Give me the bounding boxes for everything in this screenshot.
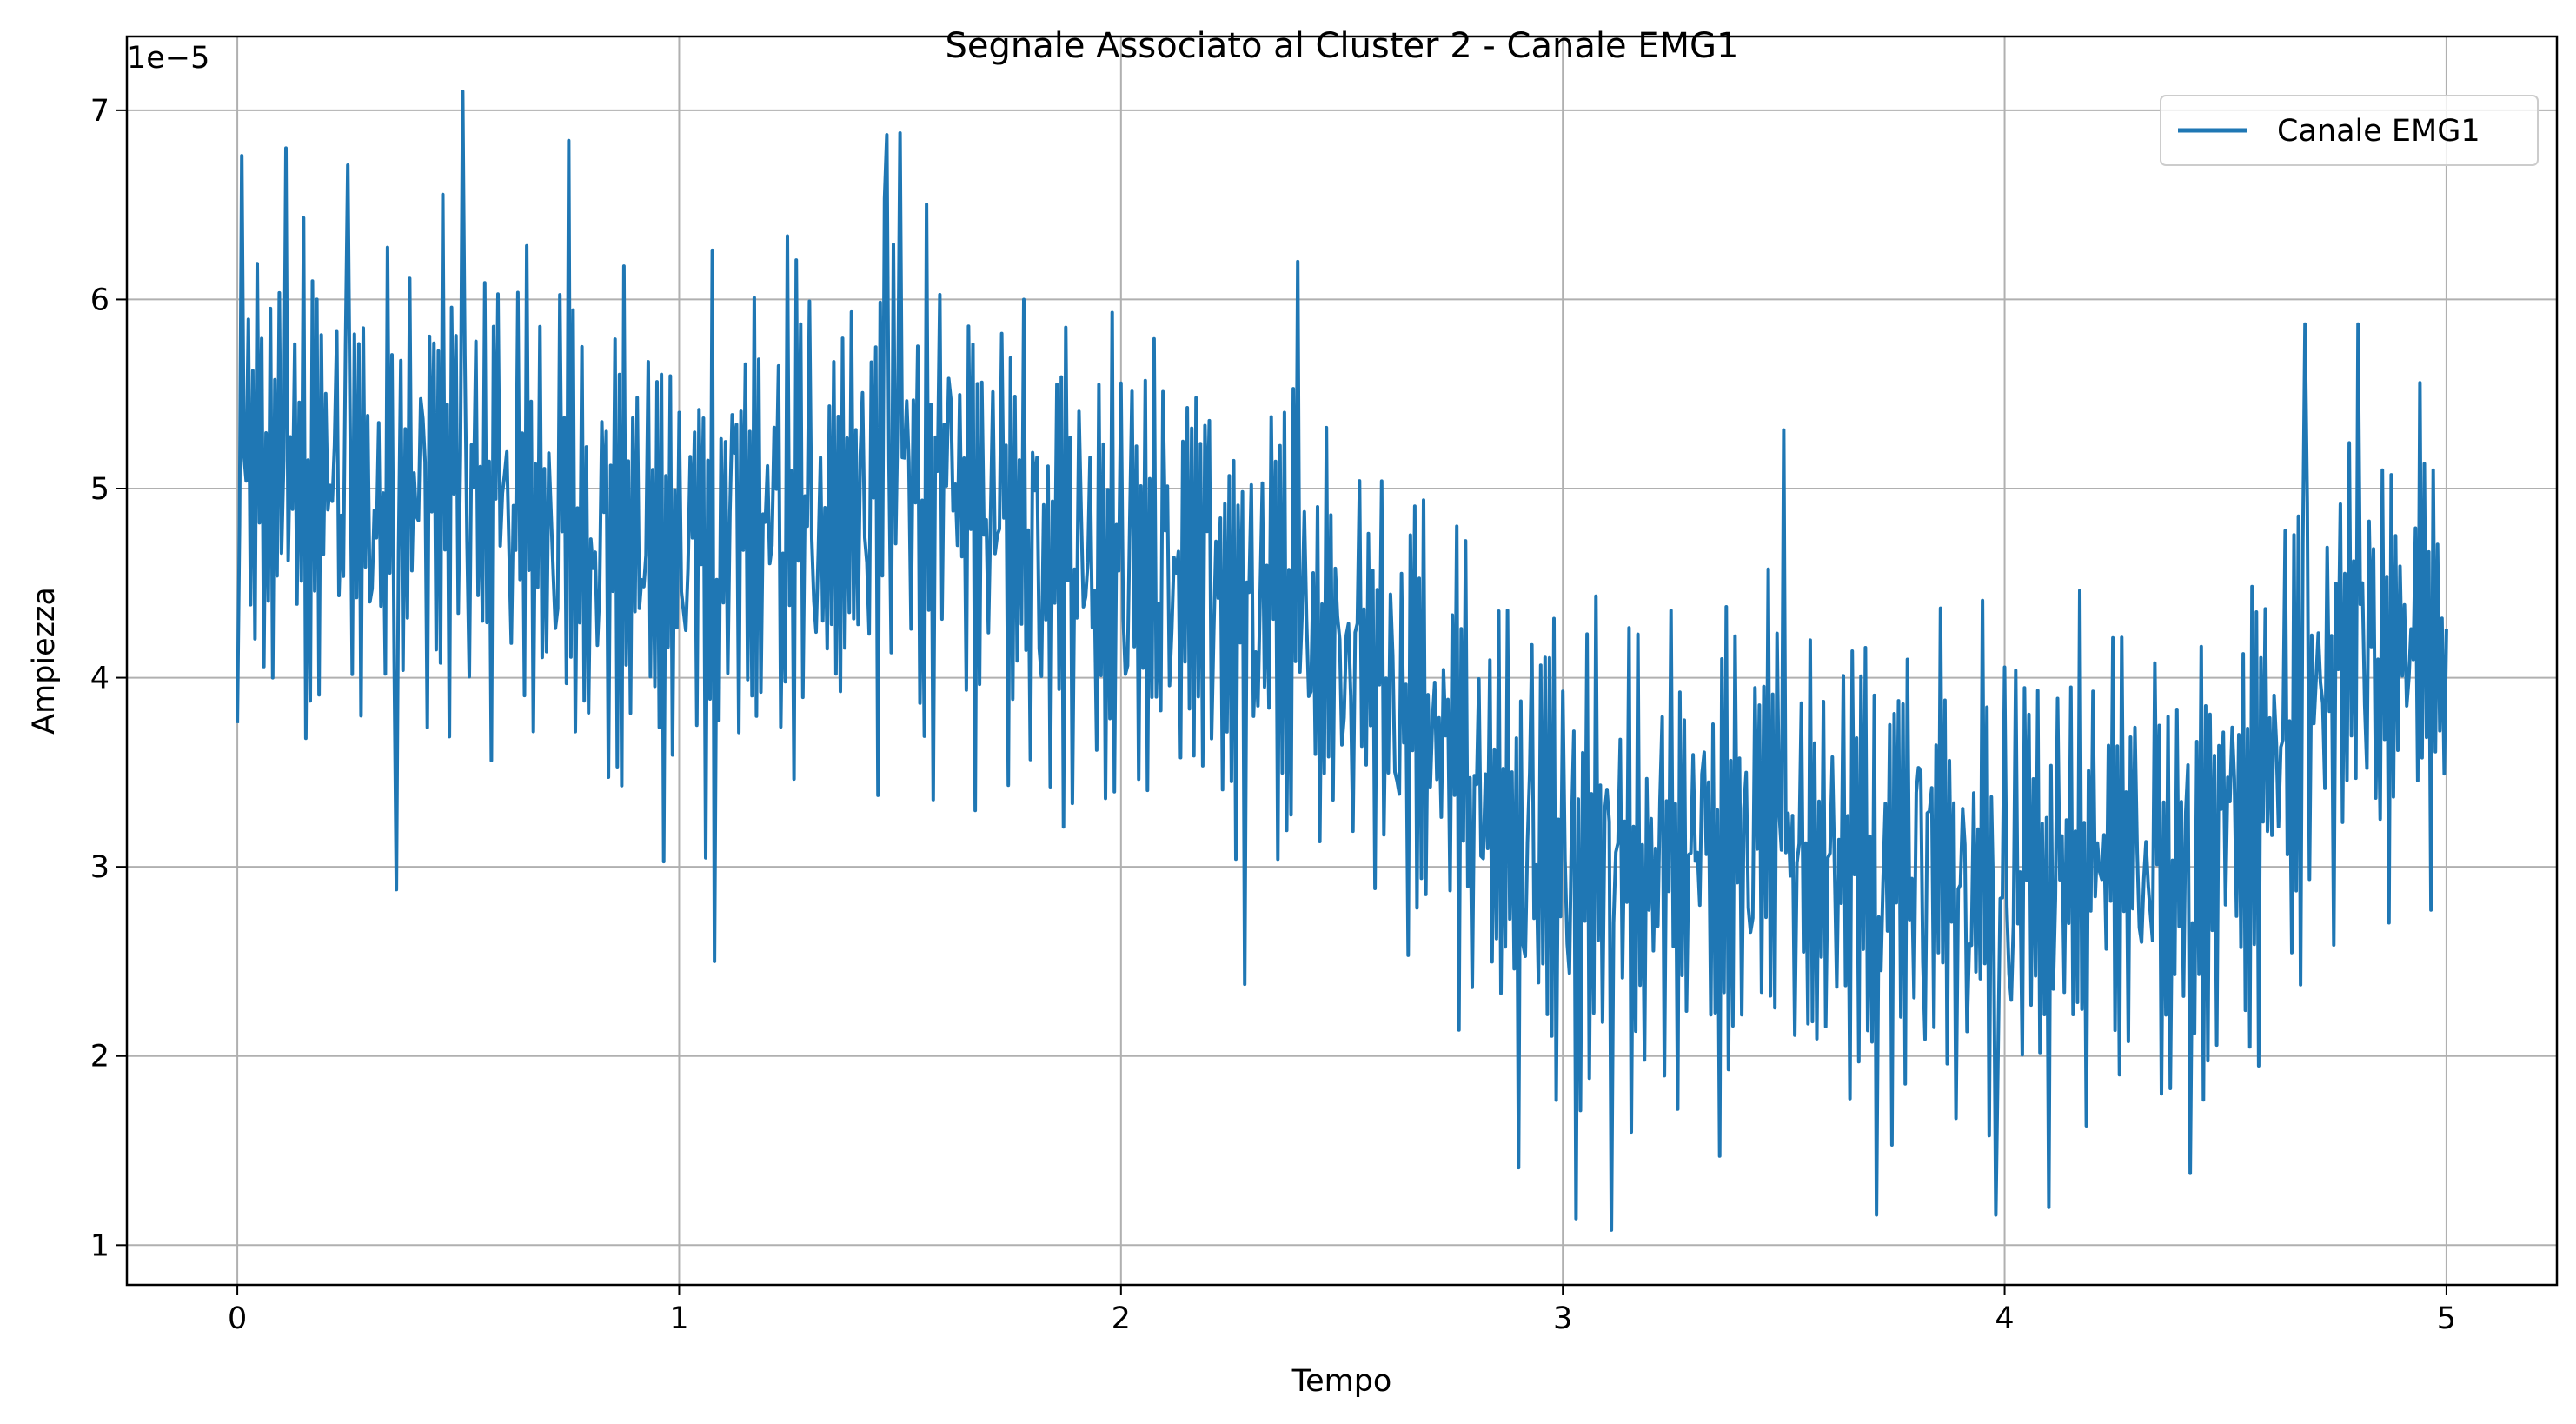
chart-title: Segnale Associato al Cluster 2 - Canale … <box>945 26 1738 66</box>
plot-frame <box>125 35 2559 1287</box>
series-layer <box>236 90 2448 1232</box>
series-line-canale-emg1 <box>236 90 2448 1232</box>
y-offset-text: 1e−5 <box>127 41 209 76</box>
x-tick-label: 5 <box>2437 1301 2456 1336</box>
y-tick-label: 4 <box>90 662 110 696</box>
y-tick-label: 6 <box>90 283 110 317</box>
x-tick-label: 2 <box>1112 1301 1131 1336</box>
x-axis-label: Tempo <box>1291 1364 1392 1399</box>
x-tick-label: 3 <box>1553 1301 1572 1336</box>
legend: Canale EMG1 <box>2160 95 2539 166</box>
y-tick-label: 7 <box>90 94 110 129</box>
legend-label-canale-emg1: Canale EMG1 <box>2277 114 2480 149</box>
legend-box <box>2160 95 2539 166</box>
y-axis-label: Ampiezza <box>27 587 62 735</box>
y-tick-label: 3 <box>90 850 110 885</box>
x-tick-label: 4 <box>1995 1301 2014 1336</box>
y-tick-label: 2 <box>90 1040 110 1075</box>
y-tick-label: 1 <box>90 1228 110 1263</box>
x-tick-label: 1 <box>669 1301 688 1336</box>
y-tick-label: 5 <box>90 472 110 507</box>
x-tick-label: 0 <box>228 1301 247 1336</box>
ticks: 0 1 2 3 4 5 1 2 3 4 5 6 7 <box>90 94 2456 1336</box>
